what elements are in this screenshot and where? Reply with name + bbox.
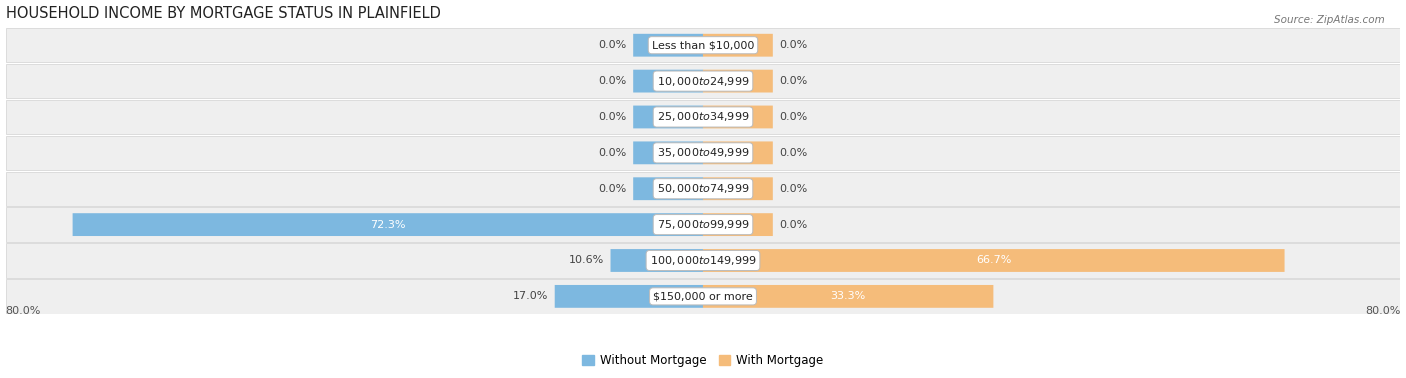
Text: 10.6%: 10.6% — [568, 256, 603, 265]
FancyBboxPatch shape — [633, 105, 703, 129]
Legend: Without Mortgage, With Mortgage: Without Mortgage, With Mortgage — [578, 349, 828, 372]
Text: HOUSEHOLD INCOME BY MORTGAGE STATUS IN PLAINFIELD: HOUSEHOLD INCOME BY MORTGAGE STATUS IN P… — [6, 6, 440, 20]
Text: 80.0%: 80.0% — [1365, 306, 1400, 316]
Text: $35,000 to $49,999: $35,000 to $49,999 — [657, 146, 749, 160]
Text: 33.3%: 33.3% — [831, 291, 866, 301]
FancyBboxPatch shape — [703, 141, 773, 164]
Bar — [6, 100, 1400, 134]
FancyBboxPatch shape — [610, 249, 703, 272]
Text: 0.0%: 0.0% — [780, 40, 808, 50]
FancyBboxPatch shape — [555, 285, 703, 308]
Text: $50,000 to $74,999: $50,000 to $74,999 — [657, 182, 749, 195]
Text: 0.0%: 0.0% — [598, 40, 626, 50]
Bar — [6, 172, 1400, 206]
Bar — [6, 279, 1400, 314]
FancyBboxPatch shape — [73, 213, 703, 236]
Text: $10,000 to $24,999: $10,000 to $24,999 — [657, 74, 749, 88]
Text: 0.0%: 0.0% — [780, 112, 808, 122]
Text: Less than $10,000: Less than $10,000 — [652, 40, 754, 50]
Text: 80.0%: 80.0% — [6, 306, 41, 316]
Text: 72.3%: 72.3% — [370, 220, 405, 229]
FancyBboxPatch shape — [633, 34, 703, 57]
Text: 0.0%: 0.0% — [598, 184, 626, 194]
Text: 0.0%: 0.0% — [780, 148, 808, 158]
FancyBboxPatch shape — [703, 177, 773, 200]
Text: Source: ZipAtlas.com: Source: ZipAtlas.com — [1274, 15, 1385, 25]
Bar — [6, 136, 1400, 170]
FancyBboxPatch shape — [703, 70, 773, 93]
Bar — [6, 208, 1400, 242]
Bar — [6, 28, 1400, 62]
Text: $150,000 or more: $150,000 or more — [654, 291, 752, 301]
Text: 66.7%: 66.7% — [976, 256, 1011, 265]
Text: 0.0%: 0.0% — [598, 148, 626, 158]
FancyBboxPatch shape — [703, 105, 773, 129]
Text: 0.0%: 0.0% — [780, 220, 808, 229]
FancyBboxPatch shape — [633, 70, 703, 93]
FancyBboxPatch shape — [703, 249, 1285, 272]
Text: 0.0%: 0.0% — [780, 76, 808, 86]
Text: 17.0%: 17.0% — [512, 291, 548, 301]
Text: $100,000 to $149,999: $100,000 to $149,999 — [650, 254, 756, 267]
Text: $25,000 to $34,999: $25,000 to $34,999 — [657, 110, 749, 124]
Text: 0.0%: 0.0% — [598, 76, 626, 86]
FancyBboxPatch shape — [703, 34, 773, 57]
FancyBboxPatch shape — [703, 285, 994, 308]
FancyBboxPatch shape — [703, 213, 773, 236]
Text: 0.0%: 0.0% — [598, 112, 626, 122]
Text: $75,000 to $99,999: $75,000 to $99,999 — [657, 218, 749, 231]
Bar — [6, 243, 1400, 278]
Text: 0.0%: 0.0% — [780, 184, 808, 194]
Bar — [6, 64, 1400, 98]
FancyBboxPatch shape — [633, 141, 703, 164]
FancyBboxPatch shape — [633, 177, 703, 200]
